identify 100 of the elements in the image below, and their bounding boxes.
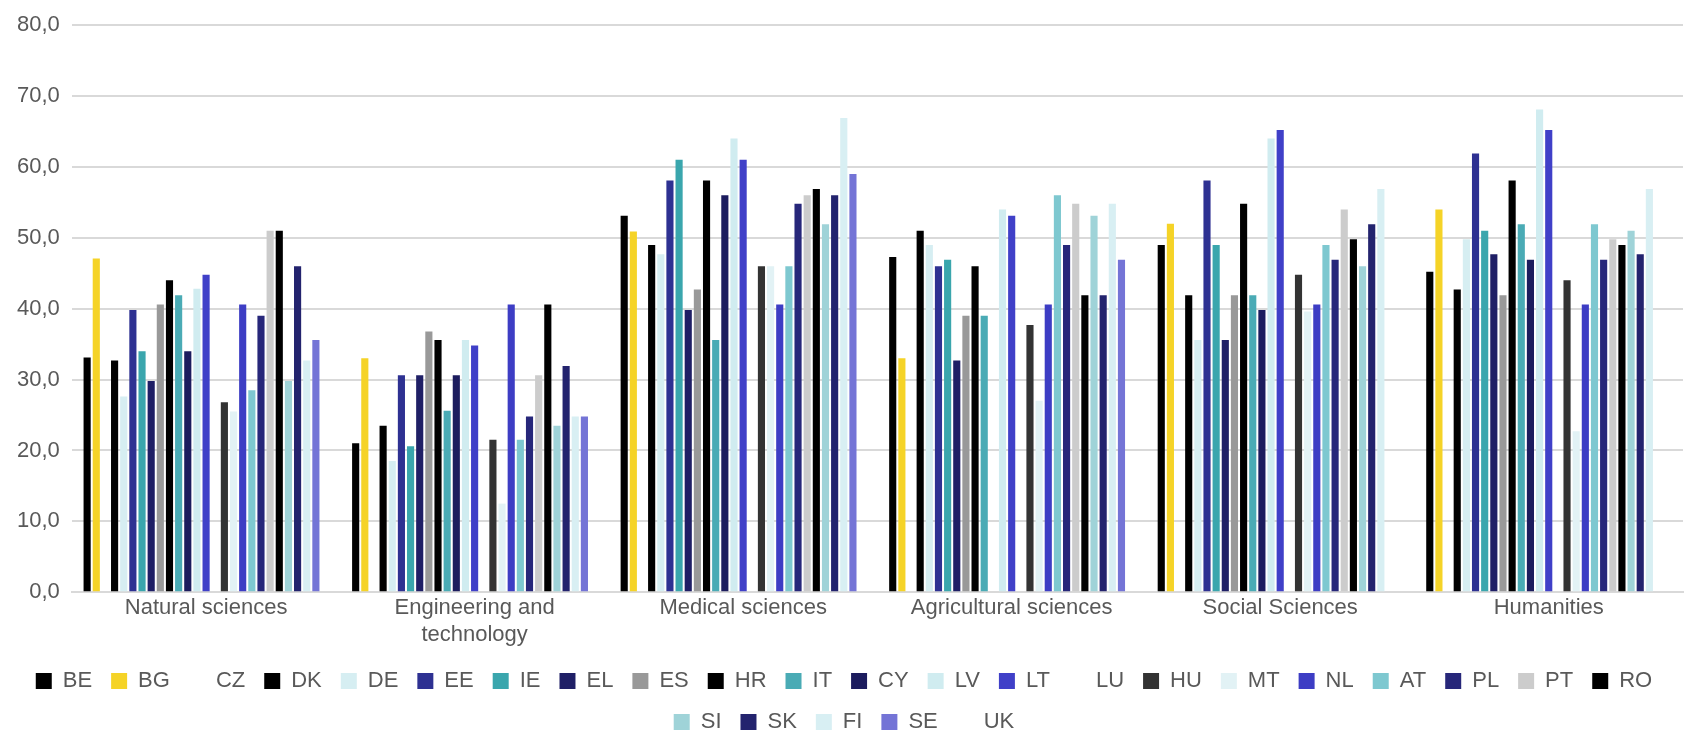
bar xyxy=(294,266,302,592)
bar xyxy=(562,366,570,592)
bar xyxy=(971,266,979,592)
bar xyxy=(303,360,311,592)
bar xyxy=(1536,109,1544,592)
bar xyxy=(1358,266,1367,592)
bar xyxy=(1453,289,1461,592)
bar xyxy=(1322,244,1330,592)
bar xyxy=(489,439,497,592)
bar xyxy=(794,203,802,592)
bar xyxy=(361,358,369,592)
bar xyxy=(831,195,839,592)
legend-label: DK xyxy=(291,667,323,693)
bar xyxy=(1276,130,1284,592)
bar xyxy=(1331,259,1339,592)
bar xyxy=(1481,230,1489,592)
bar xyxy=(284,380,292,592)
bar xyxy=(92,258,100,592)
y-tick-label: 10,0 xyxy=(16,507,60,533)
bar xyxy=(1194,339,1202,592)
bar xyxy=(840,118,848,592)
bar xyxy=(821,224,830,592)
bar xyxy=(1499,295,1507,592)
bar xyxy=(83,357,91,592)
legend-label: BE xyxy=(62,667,93,693)
bar xyxy=(129,310,137,592)
bar xyxy=(1230,295,1239,592)
y-tick-label: 30,0 xyxy=(16,365,60,391)
bar xyxy=(165,280,174,592)
bar xyxy=(1157,244,1165,592)
bar xyxy=(1026,325,1034,592)
bar xyxy=(184,351,192,592)
bar xyxy=(684,310,692,592)
bar xyxy=(998,209,1007,592)
bar xyxy=(1471,153,1480,592)
bar xyxy=(571,416,579,592)
bar xyxy=(712,339,720,592)
bar xyxy=(1572,431,1580,592)
bar xyxy=(1185,295,1193,592)
legend-label: AT xyxy=(1399,667,1427,693)
bar xyxy=(434,339,442,592)
bar xyxy=(693,289,701,592)
legend-label: SK xyxy=(767,708,798,734)
y-tick-label: 80,0 xyxy=(16,11,60,37)
x-tick-label: Humanities xyxy=(1493,594,1604,620)
bar xyxy=(516,439,524,592)
bar xyxy=(803,195,811,592)
legend-label: PT xyxy=(1545,667,1574,693)
bar xyxy=(553,425,561,592)
bar xyxy=(416,375,424,592)
bar xyxy=(953,360,961,592)
bar xyxy=(507,304,515,592)
bar xyxy=(1099,295,1107,592)
legend-label: RO xyxy=(1619,667,1653,693)
bar xyxy=(1072,203,1080,592)
y-tick-label: 20,0 xyxy=(16,436,60,462)
bar xyxy=(407,446,415,592)
bar xyxy=(461,339,470,592)
bar xyxy=(239,304,247,592)
bar xyxy=(898,358,906,592)
legend-label: CY xyxy=(878,667,909,693)
bar xyxy=(980,315,988,592)
bar xyxy=(138,351,146,592)
bar xyxy=(702,180,711,592)
bar xyxy=(916,230,924,592)
bar xyxy=(257,315,265,592)
bar xyxy=(266,230,274,592)
bar xyxy=(1627,230,1635,592)
bar xyxy=(580,416,588,592)
legend-label: NL xyxy=(1325,667,1354,693)
bar xyxy=(248,390,256,592)
legend-label: EL xyxy=(586,667,614,693)
y-tick-label: 0,0 xyxy=(29,578,60,604)
bar xyxy=(275,230,283,592)
legend-label: LT xyxy=(1025,667,1050,693)
bar xyxy=(1294,274,1303,592)
bar xyxy=(849,174,857,592)
bar xyxy=(675,159,683,592)
bar xyxy=(229,411,238,592)
bar xyxy=(1545,130,1553,592)
bar xyxy=(443,410,451,592)
bar xyxy=(1081,295,1089,592)
bar xyxy=(889,256,897,592)
legend-label: IT xyxy=(812,667,833,693)
bar xyxy=(1108,203,1116,592)
legend-label: SE xyxy=(908,708,938,734)
legend-label: LV xyxy=(954,667,981,693)
bar xyxy=(1212,244,1220,592)
legend-label: BG xyxy=(138,667,170,693)
bar xyxy=(147,380,155,592)
bar xyxy=(1249,295,1257,592)
bar xyxy=(962,315,970,592)
legend-label: PL xyxy=(1472,667,1500,693)
bar xyxy=(1600,259,1608,592)
y-tick-label: 70,0 xyxy=(16,82,60,108)
bar xyxy=(352,443,360,592)
bar xyxy=(1377,188,1385,592)
bar xyxy=(1590,224,1599,592)
legend-label: MT xyxy=(1247,667,1280,693)
legend-label: DE xyxy=(367,667,399,693)
